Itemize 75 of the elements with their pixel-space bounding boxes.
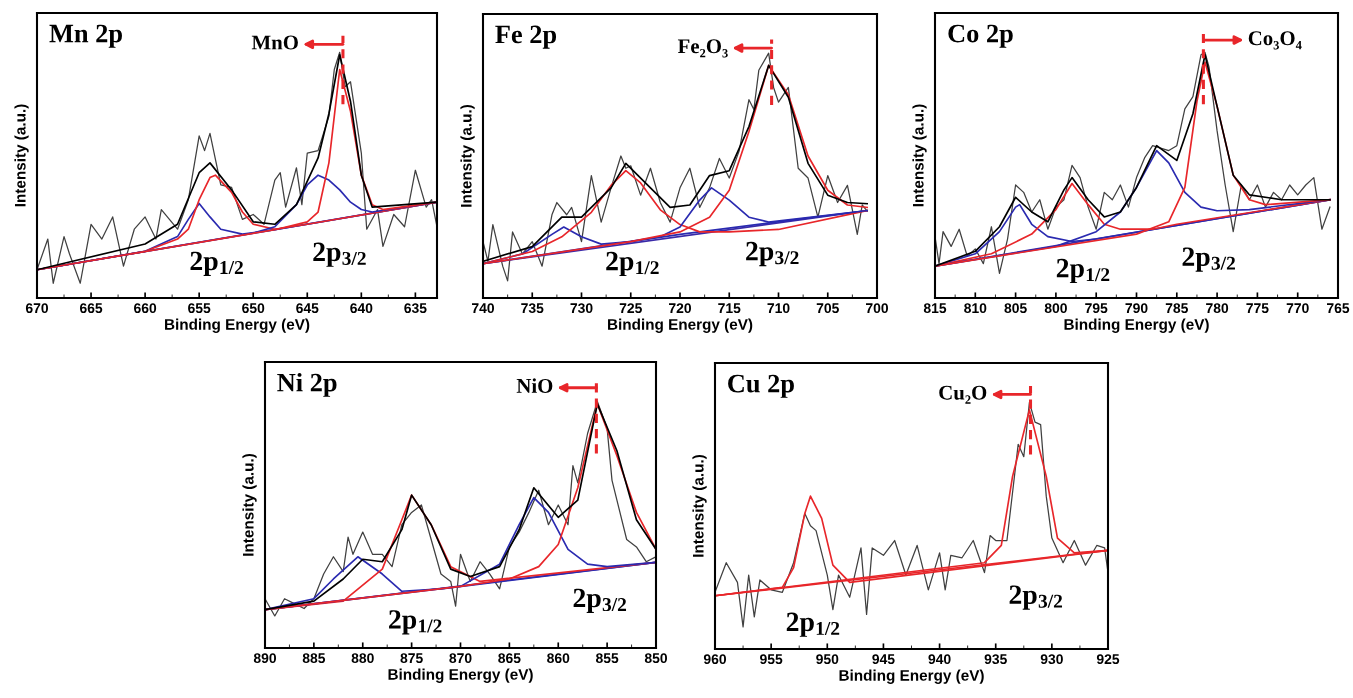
x-tick-label: 805	[1004, 303, 1027, 314]
annotation: 2p$_{1/2}$	[190, 251, 243, 276]
x-tick-label: 725	[619, 303, 642, 314]
x-tick-label: 720	[669, 303, 692, 314]
x-tick-label: 850	[644, 653, 668, 664]
chart-title: Cu 2p	[728, 374, 794, 398]
x-tick-label: 885	[302, 653, 326, 664]
x-tick-label: 660	[134, 303, 157, 314]
x-tick-label: 810	[964, 303, 987, 314]
annotation: 2p$_{3/2}$	[1182, 247, 1235, 272]
chart-title: Co 2p	[948, 24, 1013, 48]
x-axis-title: Binding Energy (eV)	[388, 668, 533, 683]
x-tick-label: 640	[350, 303, 373, 314]
x-axis-title: Binding Energy (eV)	[165, 318, 310, 333]
annotation: 2p$_{3/2}$	[746, 241, 799, 267]
x-tick-label: 705	[816, 303, 839, 314]
x-tick-label: 765	[1327, 303, 1350, 314]
annotation: 2p$_{3/2}$	[573, 588, 627, 613]
x-axis-title: Binding Energy (eV)	[608, 318, 753, 333]
annotation: 2p$_{1/2}$	[786, 612, 840, 637]
ref-line-label: Cu₂O	[939, 385, 987, 404]
y-axis-title: Intensity (a.u.)	[692, 454, 707, 557]
x-tick-label: 800	[1044, 303, 1067, 314]
y-axis-title: Intensity (a.u.)	[242, 453, 257, 556]
x-tick-label: 960	[703, 654, 727, 665]
x-tick-label: 880	[351, 653, 374, 664]
chart-title: Ni 2p	[277, 372, 337, 397]
x-tick-label: 645	[296, 303, 319, 314]
y-axis-title: Intensity (a.u.)	[460, 104, 475, 207]
x-tick-label: 795	[1085, 303, 1108, 314]
x-tick-label: 790	[1125, 303, 1148, 314]
x-tick-label: 945	[872, 654, 895, 665]
x-tick-label: 930	[1040, 654, 1063, 665]
x-tick-label: 950	[816, 654, 839, 665]
x-tick-label: 710	[767, 303, 790, 314]
ref-line-label: Fe₂O₃	[677, 39, 728, 58]
y-axis-title: Intensity (a.u.)	[14, 104, 29, 207]
x-tick-label: 875	[400, 653, 423, 664]
x-tick-label: 770	[1286, 303, 1309, 314]
ref-line-label: MnO	[251, 35, 298, 50]
annotation: 2p$_{1/2}$	[1056, 258, 1110, 284]
x-tick-label: 780	[1206, 303, 1229, 314]
annotation: 2p$_{3/2}$	[1009, 585, 1063, 610]
x-tick-label: 700	[866, 303, 889, 314]
ref-line-label: Co₃O₄	[1248, 31, 1302, 50]
x-tick-label: 740	[472, 303, 495, 314]
x-tick-label: 870	[449, 653, 472, 664]
x-tick-label: 735	[521, 303, 544, 314]
x-tick-label: 775	[1246, 303, 1269, 314]
x-tick-label: 955	[760, 654, 783, 665]
x-axis-title: Binding Energy (eV)	[1064, 318, 1209, 333]
x-tick-label: 935	[984, 654, 1007, 665]
x-tick-label: 860	[547, 653, 570, 664]
x-tick-label: 785	[1165, 303, 1188, 314]
x-tick-label: 655	[188, 303, 211, 314]
x-tick-label: 715	[718, 303, 741, 314]
annotation: 2p$_{3/2}$	[313, 242, 366, 267]
x-axis-title: Binding Energy (eV)	[839, 669, 984, 684]
x-tick-label: 635	[404, 303, 427, 314]
chart-title: Mn 2p	[49, 24, 122, 48]
x-tick-label: 730	[570, 303, 593, 314]
x-tick-label: 925	[1096, 654, 1120, 665]
ref-line-label: NiO	[516, 378, 553, 393]
y-axis-title: Intensity (a.u.)	[912, 104, 927, 207]
annotation: 2p$_{1/2}$	[389, 610, 442, 635]
x-tick-label: 865	[498, 653, 521, 664]
x-tick-label: 890	[253, 653, 277, 664]
annotation: 2p$_{1/2}$	[606, 251, 659, 277]
x-tick-label: 815	[923, 303, 947, 314]
x-tick-label: 940	[928, 654, 951, 665]
chart-title: Fe 2p	[495, 25, 557, 49]
x-tick-label: 650	[242, 303, 265, 314]
x-tick-label: 855	[595, 653, 619, 664]
x-tick-label: 670	[25, 303, 49, 314]
x-tick-label: 665	[79, 303, 103, 314]
